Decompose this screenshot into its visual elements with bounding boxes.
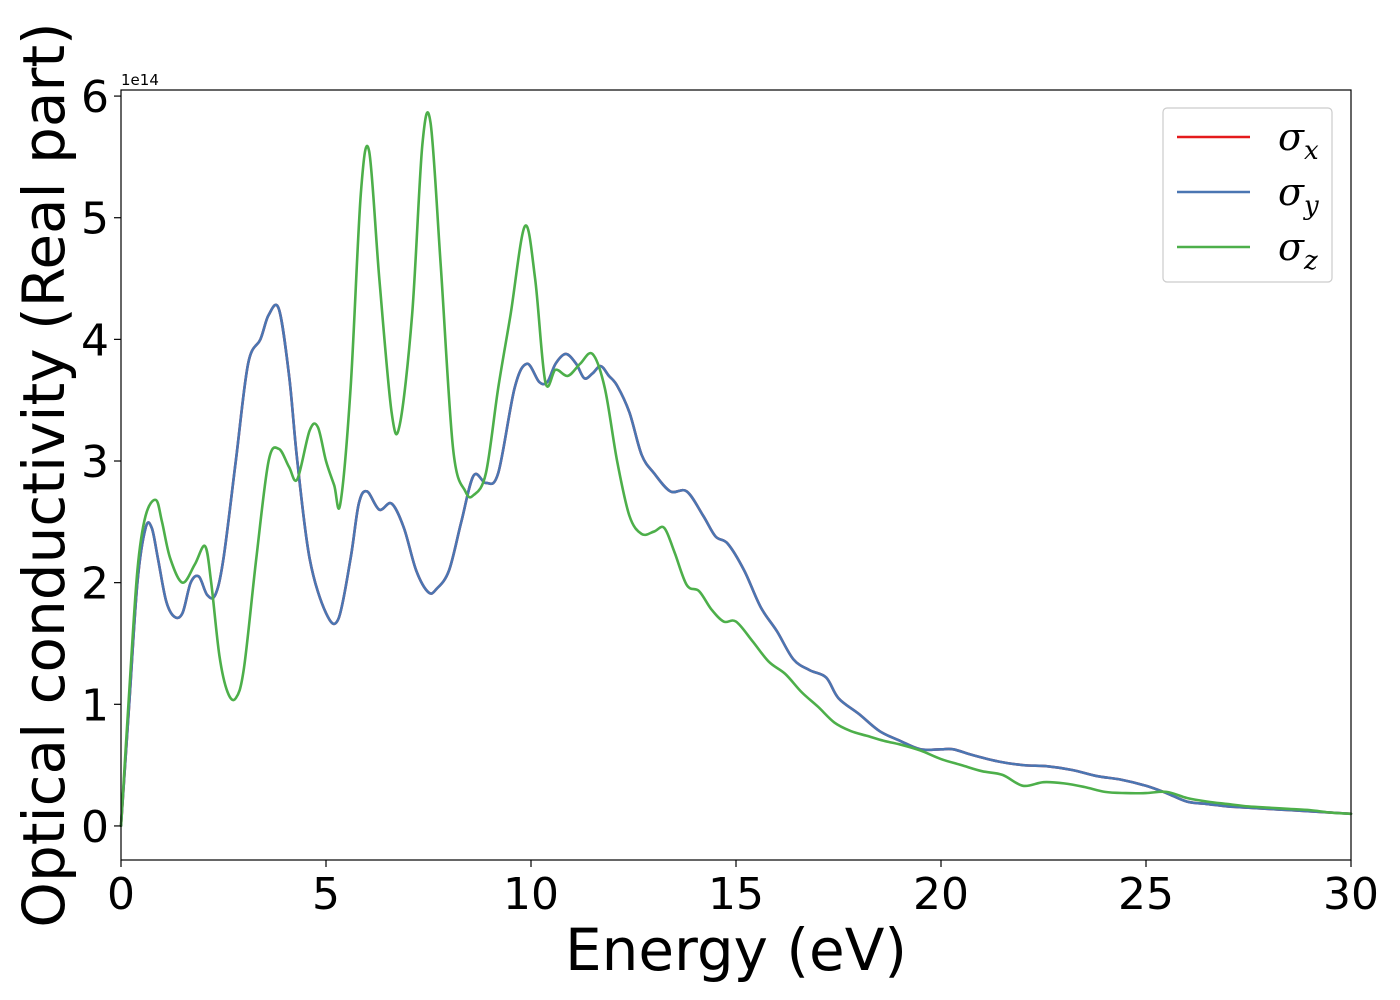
x-tick-label: 10 <box>503 869 559 920</box>
x-tick-label: 15 <box>708 869 764 920</box>
y-axis-ticks: 0 1 2 3 4 5 6 <box>81 72 121 853</box>
x-tick-label: 30 <box>1323 869 1379 920</box>
x-tick-label: 0 <box>107 869 135 920</box>
series-line-z <box>119 111 1353 828</box>
y-tick-label: 4 <box>81 315 109 366</box>
x-tick-label: 25 <box>1118 869 1174 920</box>
legend-label-z: σz <box>1278 225 1318 276</box>
y-tick-label: 3 <box>81 437 109 488</box>
series-line-y <box>119 303 1353 828</box>
legend-label-y: σy <box>1278 170 1319 221</box>
x-axis-label: Energy (eV) <box>565 916 907 984</box>
y-offset-label: 1e14 <box>121 71 159 89</box>
legend-label-x: σx <box>1278 115 1319 166</box>
series-layer <box>119 111 1353 828</box>
y-axis-label: Optical conductivity (Real part) <box>10 22 78 927</box>
y-tick-label: 5 <box>81 194 109 245</box>
x-tick-label: 5 <box>312 869 340 920</box>
y-tick-label: 1 <box>81 680 109 731</box>
legend-box <box>1162 107 1333 283</box>
y-tick-label: 2 <box>81 559 109 610</box>
series-line-x <box>119 303 1353 828</box>
x-tick-label: 20 <box>913 869 969 920</box>
y-tick-label: 0 <box>81 802 109 853</box>
y-tick-label: 6 <box>81 72 109 123</box>
x-axis-ticks: 0 5 10 15 20 25 30 <box>107 860 1379 920</box>
